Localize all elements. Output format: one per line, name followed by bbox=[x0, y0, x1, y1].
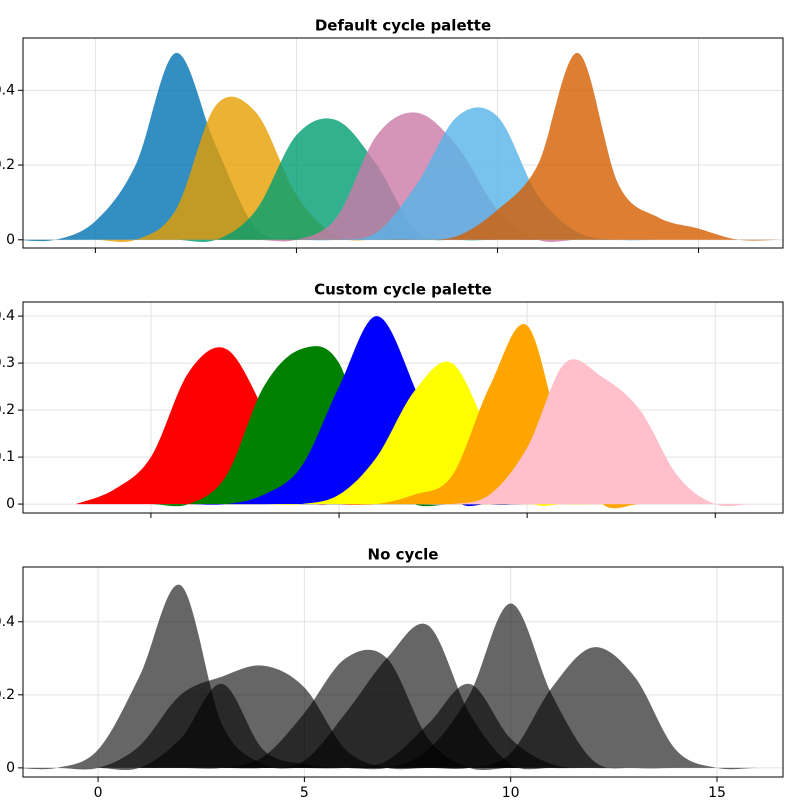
x-tick-label: 5 bbox=[300, 785, 309, 800]
density-area bbox=[23, 683, 783, 771]
panel-title: Default cycle palette bbox=[315, 17, 491, 35]
plot-area bbox=[75, 316, 783, 509]
density-area bbox=[23, 112, 779, 242]
y-tick-label: 0.2 bbox=[0, 687, 15, 703]
density-area bbox=[23, 623, 783, 770]
panel: No cycle 0 5 10 15 0 0.2 0.4 bbox=[0, 546, 784, 800]
axis-frame bbox=[22, 37, 784, 249]
axis-frame bbox=[22, 566, 784, 778]
density-area bbox=[23, 107, 779, 241]
panel: Default cycle palette 0 0.2 0.4 bbox=[0, 17, 784, 253]
density-area bbox=[23, 683, 783, 769]
x-tick-label: 10 bbox=[502, 785, 520, 800]
panel: Custom cycle palette 0 0.1 0.2 0.3 0.4 bbox=[0, 281, 784, 518]
panel-title: No cycle bbox=[368, 546, 439, 564]
x-tick-label: 0 bbox=[94, 785, 103, 800]
y-tick-label: 0 bbox=[6, 496, 15, 512]
y-tick-label: 0.3 bbox=[0, 355, 15, 371]
y-tick-label: 0.4 bbox=[0, 82, 15, 98]
y-tick-label: 0 bbox=[6, 232, 15, 248]
panel-title: Custom cycle palette bbox=[314, 281, 492, 299]
y-tick-label: 0.1 bbox=[0, 449, 15, 465]
y-tick-label: 0.4 bbox=[0, 308, 15, 324]
axis-frame bbox=[22, 301, 784, 514]
y-tick-label: 0.2 bbox=[0, 157, 15, 173]
y-tick-label: 0 bbox=[6, 760, 15, 776]
plot-area bbox=[23, 52, 779, 242]
density-area bbox=[75, 359, 783, 507]
plot-area bbox=[23, 584, 783, 771]
density-area bbox=[23, 96, 779, 242]
density-area bbox=[23, 647, 783, 770]
y-tick-label: 0.4 bbox=[0, 614, 15, 630]
y-tick-label: 0.2 bbox=[0, 402, 15, 418]
density-area bbox=[23, 52, 779, 241]
x-tick-label: 15 bbox=[708, 785, 726, 800]
density-area bbox=[75, 361, 783, 506]
density-area bbox=[75, 346, 783, 507]
